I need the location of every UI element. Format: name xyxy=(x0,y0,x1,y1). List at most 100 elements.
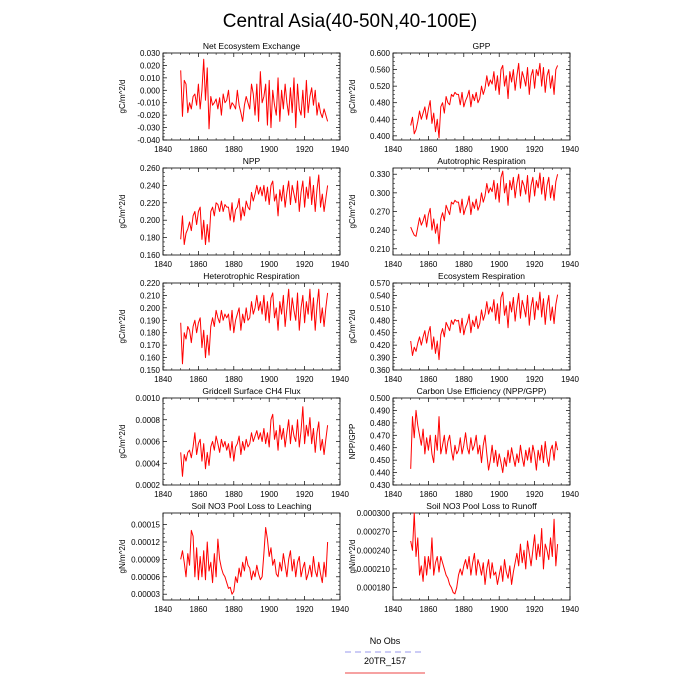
x-tick-label: 1860 xyxy=(420,145,438,154)
panel-gridcell-surface-ch4-flux: Gridcell Surface CH4 Flux 1840 1860 1880 190… xyxy=(118,386,349,499)
series-line-20tr-157 xyxy=(180,58,329,130)
x-tick-label: 1920 xyxy=(526,375,544,384)
y-tick-label: 0.00012 xyxy=(131,538,160,547)
x-tick-label: 1840 xyxy=(384,260,402,269)
x-tick-label: 1880 xyxy=(225,490,243,499)
y-tick-label: 0.420 xyxy=(370,341,391,350)
panel-title: Gridcell Surface CH4 Flux xyxy=(202,386,301,396)
panel-soil-no3-pool-loss-to-runoff: Soil NO3 Pool Loss to Runoff 1840 1860 1880… xyxy=(348,501,579,614)
x-tick-label: 1860 xyxy=(420,375,438,384)
x-tick-label: 1940 xyxy=(561,375,579,384)
y-tick-label: 0.360 xyxy=(370,366,391,375)
y-tick-label: 0.0006 xyxy=(136,438,161,447)
y-tick-label: 0.180 xyxy=(140,329,161,338)
y-axis-label: gC/m^2/d xyxy=(348,80,357,114)
x-tick-label: 1940 xyxy=(561,605,579,614)
y-tick-label: 0.0010 xyxy=(136,394,161,403)
series-line-20tr-157 xyxy=(410,291,559,361)
x-tick-label: 1920 xyxy=(296,375,314,384)
x-tick-label: 1920 xyxy=(296,490,314,499)
y-tick-label: 0.510 xyxy=(370,304,391,313)
plot-frame xyxy=(162,167,341,256)
x-tick-label: 1900 xyxy=(260,490,278,499)
y-axis-label: gC/m^2/d xyxy=(118,80,127,114)
x-tick-label: 1840 xyxy=(384,605,402,614)
panel-title: NPP xyxy=(243,156,261,166)
series-line-20tr-157 xyxy=(180,406,329,477)
y-tick-label: 0.520 xyxy=(370,82,391,91)
y-tick-label: 0.000 xyxy=(140,86,161,95)
y-tick-label: 0.390 xyxy=(370,354,391,363)
y-tick-label: 0.480 xyxy=(370,316,391,325)
x-tick-label: 1880 xyxy=(455,260,473,269)
x-tick-label: 1880 xyxy=(225,375,243,384)
x-tick-label: 1920 xyxy=(526,605,544,614)
x-tick-label: 1840 xyxy=(384,490,402,499)
y-tick-label: 0.020 xyxy=(140,61,161,70)
y-tick-label: 0.000270 xyxy=(357,528,391,537)
x-tick-label: 1900 xyxy=(260,605,278,614)
y-tick-label: 0.270 xyxy=(370,208,391,217)
x-tick-label: 1940 xyxy=(331,490,349,499)
y-tick-label: 0.010 xyxy=(140,74,161,83)
x-tick-label: 1920 xyxy=(296,260,314,269)
series-line-20tr-157 xyxy=(410,512,559,595)
x-tick-label: 1860 xyxy=(190,145,208,154)
panel-gpp: GPP 1840 1860 1880 1900 1920 1940 0.400 0.440 0.4… xyxy=(348,41,579,154)
y-tick-label: 0.560 xyxy=(370,66,391,75)
y-axis-label: gC/m^2/d xyxy=(118,425,127,459)
x-tick-label: 1860 xyxy=(420,490,438,499)
panel-net-ecosystem-exchange: Net Ecosystem Exchange 1840 1860 1880 1900 19… xyxy=(118,41,349,154)
series-line-20tr-157 xyxy=(410,409,559,474)
y-tick-label: 0.220 xyxy=(140,279,161,288)
panel-npp: NPP 1840 1860 1880 1900 1920 1940 0.160 0.180 0.2… xyxy=(118,156,349,269)
y-tick-label: 0.180 xyxy=(140,234,161,243)
y-tick-label: 0.240 xyxy=(140,181,161,190)
y-tick-label: 0.540 xyxy=(370,291,391,300)
panel-autotrophic-respiration: Autotrophic Respiration 1840 1860 1880 1900 1… xyxy=(348,156,579,269)
panel-ecosystem-respiration: Ecosystem Respiration 1840 1860 1880 1900 192… xyxy=(348,271,579,384)
plot-frame xyxy=(392,52,571,141)
series-line-20tr-157 xyxy=(410,62,559,139)
x-tick-label: 1940 xyxy=(331,375,349,384)
y-tick-label: -0.040 xyxy=(137,136,160,145)
x-tick-label: 1880 xyxy=(455,605,473,614)
y-axis-label: gC/m^2/d xyxy=(118,310,127,344)
y-tick-label: 0.400 xyxy=(370,132,391,141)
panel-title: Carbon Use Efficiency (NPP/GPP) xyxy=(417,386,547,396)
x-tick-label: 1880 xyxy=(225,605,243,614)
panel-heterotrophic-respiration: Heterotrophic Respiration 1840 1860 1880 190… xyxy=(118,271,349,384)
x-tick-label: 1900 xyxy=(490,490,508,499)
plot-frame xyxy=(392,512,571,601)
y-tick-label: 0.160 xyxy=(140,251,161,260)
y-tick-label: 0.570 xyxy=(370,279,391,288)
x-tick-label: 1860 xyxy=(190,375,208,384)
x-tick-label: 1880 xyxy=(455,375,473,384)
x-tick-label: 1940 xyxy=(561,490,579,499)
y-tick-label: 0.210 xyxy=(140,291,161,300)
y-tick-label: 0.190 xyxy=(140,316,161,325)
y-tick-label: 0.00006 xyxy=(131,573,160,582)
plot-frame xyxy=(162,52,341,141)
x-tick-label: 1900 xyxy=(490,260,508,269)
x-tick-label: 1940 xyxy=(331,260,349,269)
x-tick-label: 1840 xyxy=(154,605,172,614)
series-line-20tr-157 xyxy=(180,174,329,246)
series-line-20tr-157 xyxy=(410,170,559,245)
y-tick-label: 0.430 xyxy=(370,481,391,490)
panel-title: Autotrophic Respiration xyxy=(437,156,526,166)
y-tick-label: 0.600 xyxy=(370,49,391,58)
y-tick-label: 0.150 xyxy=(140,366,161,375)
panel-title: Ecosystem Respiration xyxy=(438,271,525,281)
x-tick-label: 1860 xyxy=(190,605,208,614)
y-tick-label: 0.200 xyxy=(140,216,161,225)
y-tick-label: 0.0008 xyxy=(136,416,161,425)
y-tick-label: 0.450 xyxy=(370,329,391,338)
x-tick-label: 1940 xyxy=(331,145,349,154)
series-line-20tr-157 xyxy=(180,527,329,595)
figure-title: Central Asia(40-50N,40-100E) xyxy=(223,11,478,32)
y-tick-label: 0.440 xyxy=(370,469,391,478)
y-tick-label: 0.220 xyxy=(140,199,161,208)
x-tick-label: 1840 xyxy=(154,260,172,269)
